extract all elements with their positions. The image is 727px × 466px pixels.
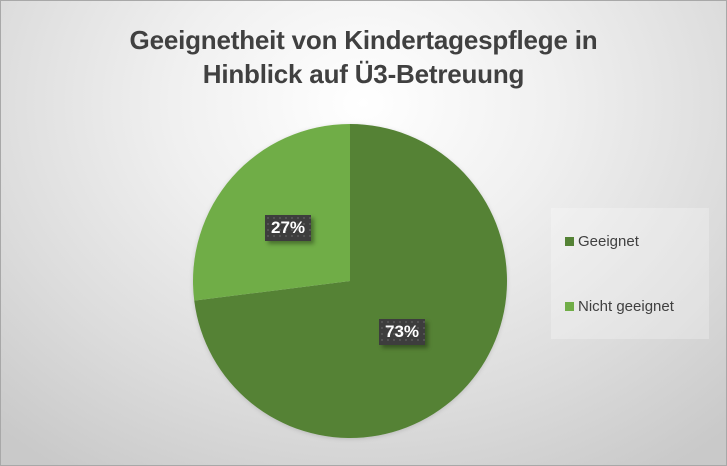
pie-slice-nicht-geeignet [192, 123, 350, 301]
data-label-geeignet: 73% [379, 319, 426, 345]
chart-title-line-2: Hinblick auf Ü3-Betreuung [202, 59, 525, 89]
legend-label-geeignet: Geeignet [578, 233, 639, 250]
legend-label-nicht-geeignet: Nicht geeignet [578, 298, 674, 315]
chart-title-line-1: Geeignetheit von Kindertagespflege in [129, 25, 598, 55]
legend-swatch-nicht-geeignet [565, 302, 574, 311]
data-label-nicht-geeignet: 27% [265, 215, 312, 241]
legend-item-nicht-geeignet: Nicht geeignet [565, 298, 674, 315]
legend-swatch-geeignet [565, 237, 574, 246]
chart-title: Geeignetheit von Kindertagespflege in Hi… [1, 23, 726, 91]
pie-slice-geeignet [194, 124, 508, 438]
legend: Geeignet Nicht geeignet [551, 208, 709, 339]
legend-item-geeignet: Geeignet [565, 233, 639, 250]
